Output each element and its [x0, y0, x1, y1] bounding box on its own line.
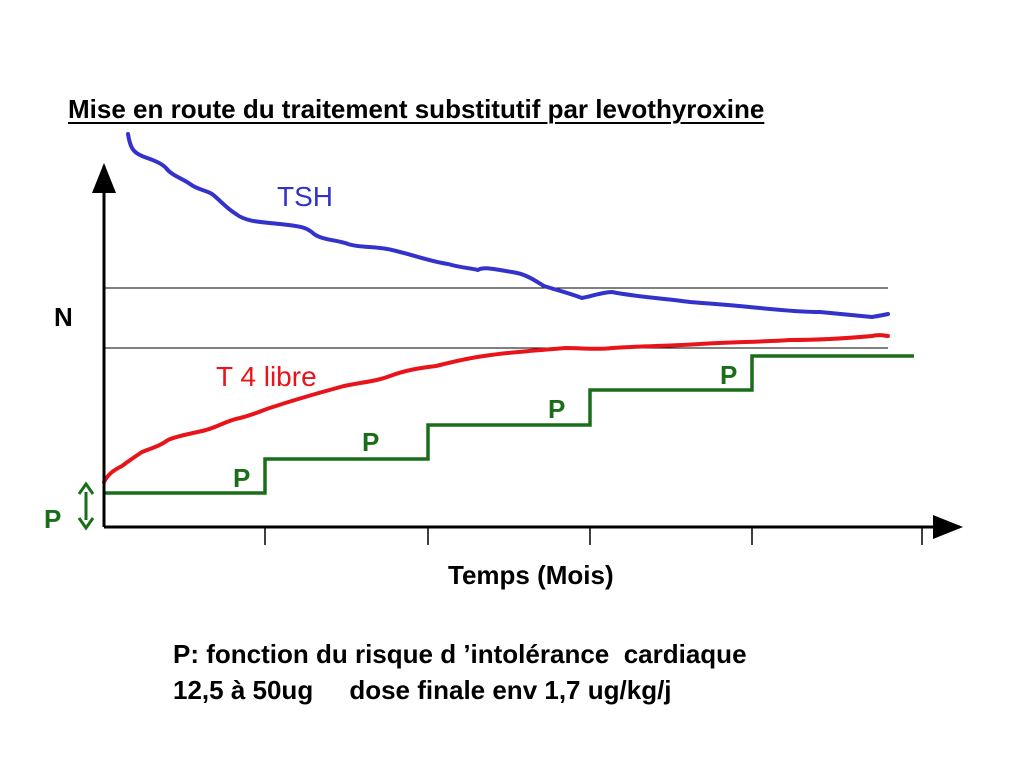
dose-step-label: P	[548, 394, 565, 424]
note-block: P: fonction du risque d ’intolérance car…	[173, 636, 747, 708]
page-title: Mise en route du traitement substitutif …	[68, 94, 765, 124]
tsh-label: TSH	[277, 181, 333, 212]
t4-label: T 4 libre	[216, 361, 317, 392]
tsh-curve	[126, 132, 890, 319]
normal-band-label: N	[54, 302, 73, 332]
dose-step-label: P	[233, 463, 250, 493]
dose-step-label: P	[720, 360, 737, 390]
note-line-1: P: fonction du risque d ’intolérance car…	[173, 639, 747, 669]
dose-staircase	[104, 354, 914, 495]
initial-dose-arrow	[77, 481, 95, 531]
dose-step-label: P	[44, 504, 61, 534]
dose-step-label: P	[362, 427, 379, 457]
x-axis-label: Temps (Mois)	[448, 560, 614, 590]
t4-curve	[102, 333, 890, 484]
note-line-2: 12,5 à 50ug dose finale env 1,7 ug/kg/j	[173, 675, 672, 705]
